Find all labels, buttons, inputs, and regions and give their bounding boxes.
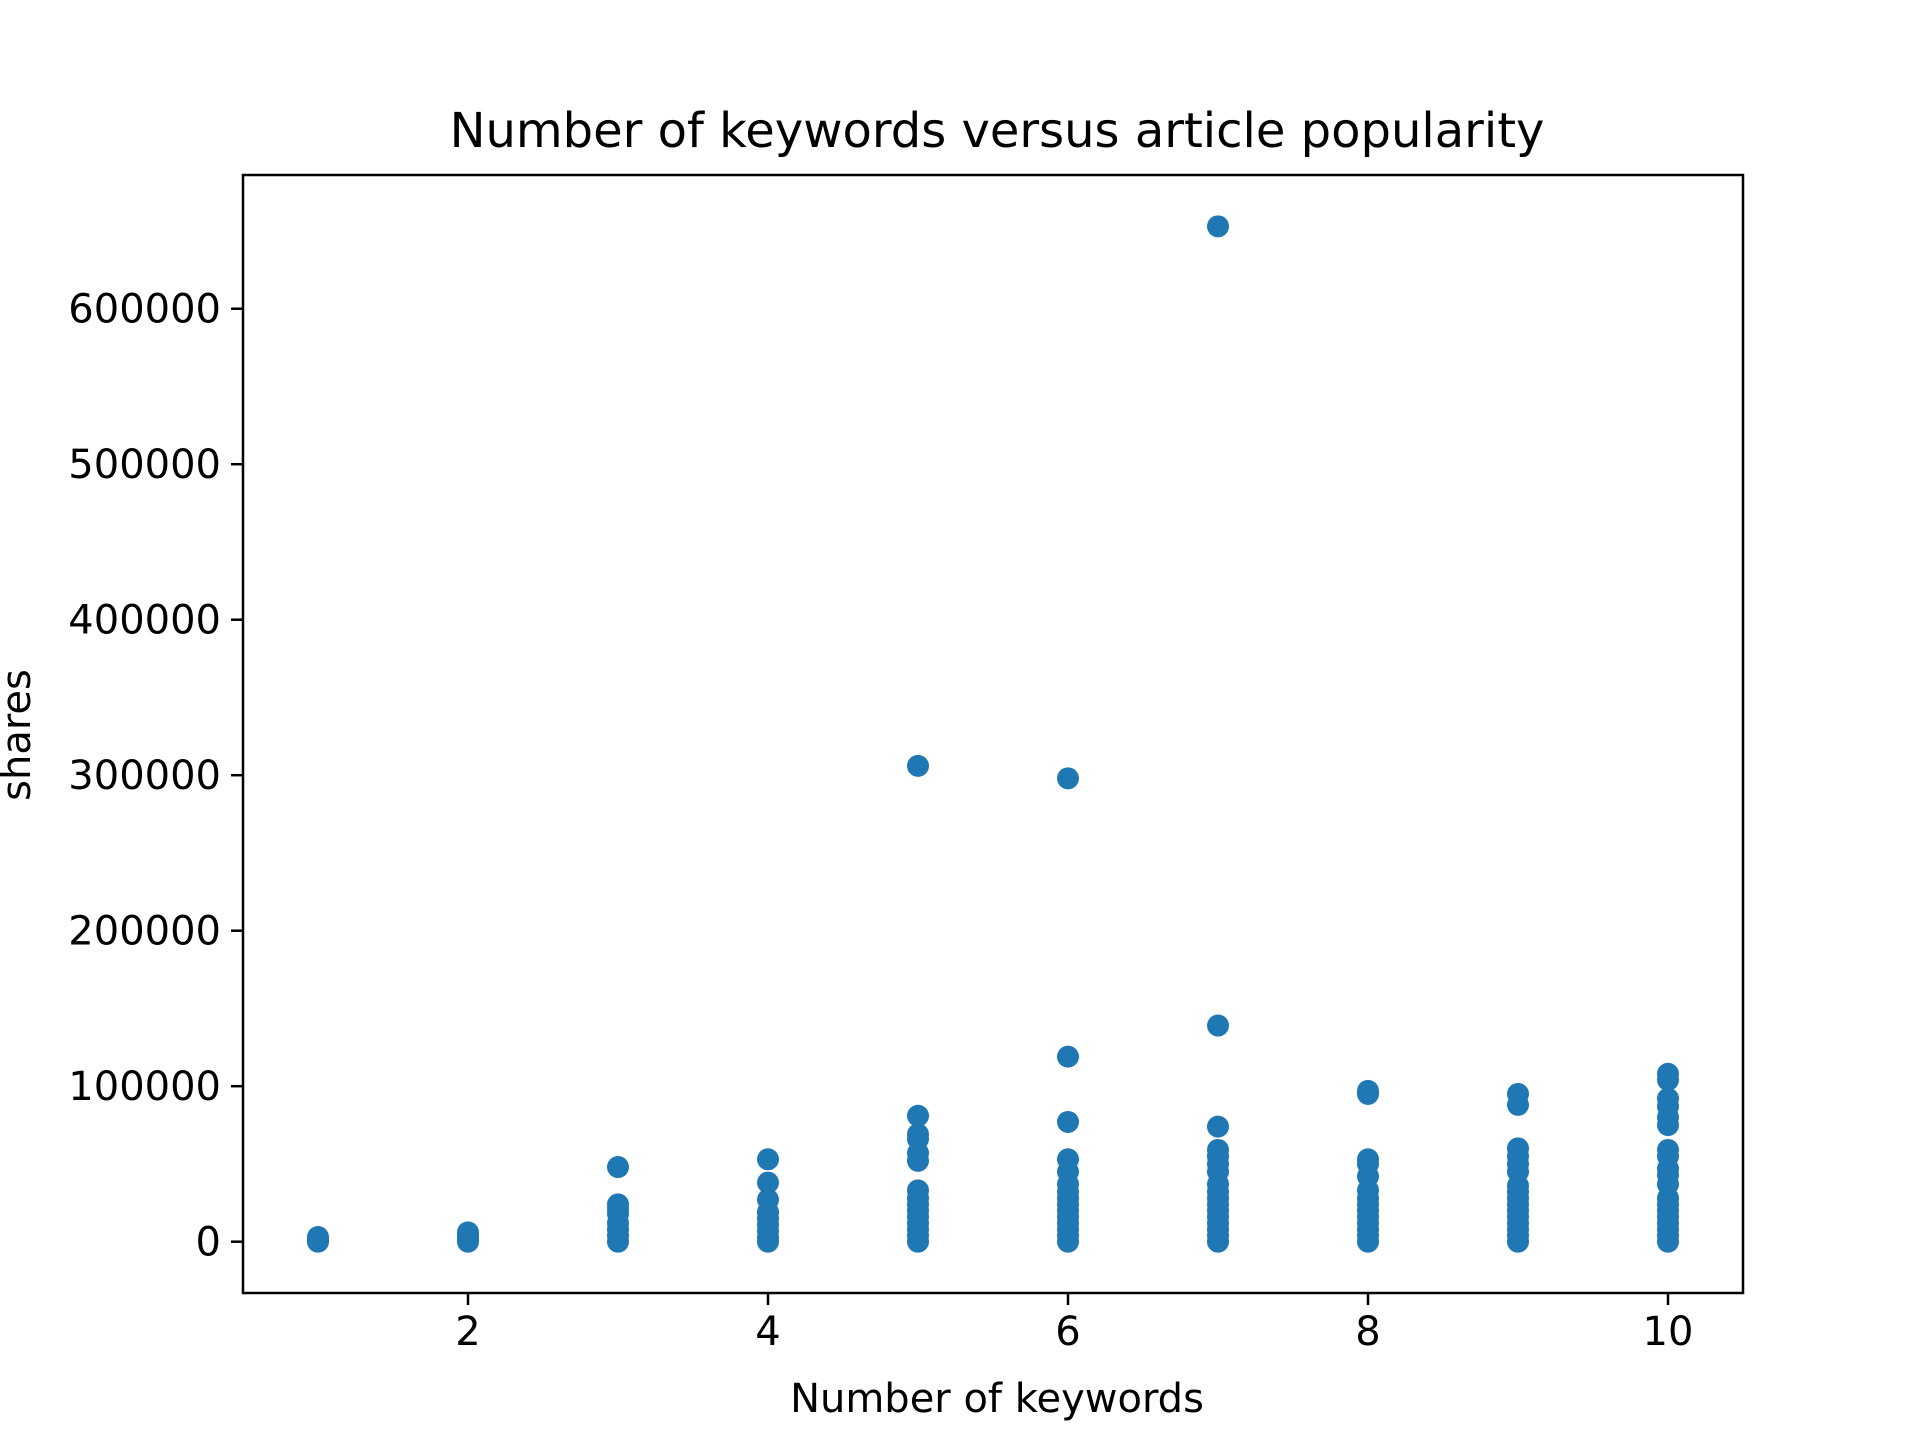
data-point	[607, 1193, 629, 1216]
plot-frame	[241, 173, 1745, 1295]
x-tick-label: 2	[455, 1309, 480, 1355]
x-tick-label: 10	[1643, 1309, 1694, 1355]
data-point	[1357, 1079, 1379, 1102]
data-point	[1207, 1115, 1229, 1138]
data-point	[1207, 215, 1229, 238]
y-axis-label: shares	[0, 669, 40, 801]
data-point	[1357, 1148, 1379, 1171]
data-point	[1657, 1138, 1679, 1161]
axes: 2 4 6 8 10 0 100000 200000 300000 400000 500000 600…	[68, 173, 1745, 1355]
data-point	[757, 1188, 779, 1211]
data-point	[1507, 1137, 1529, 1160]
x-axis-label: Number of keywords	[790, 1376, 1204, 1422]
y-tick-label: 300000	[68, 753, 221, 799]
data-point	[1057, 1110, 1079, 1133]
data-point	[1057, 1148, 1079, 1171]
y-tick-label: 600000	[68, 287, 221, 333]
chart-title: Number of keywords versus article popula…	[450, 103, 1545, 159]
data-point	[1057, 1045, 1079, 1068]
data-point	[1207, 1014, 1229, 1037]
data-point	[907, 1104, 929, 1127]
data-point	[1507, 1082, 1529, 1105]
data-points	[307, 215, 1679, 1253]
x-tick-label: 8	[1355, 1309, 1380, 1355]
y-tick-label: 0	[196, 1220, 221, 1266]
data-point	[1057, 767, 1079, 790]
data-point	[907, 1123, 929, 1146]
y-tick-label: 200000	[68, 909, 221, 955]
data-point	[907, 754, 929, 777]
x-tick-label: 4	[755, 1309, 780, 1355]
data-point	[607, 1156, 629, 1179]
data-point	[907, 1179, 929, 1202]
data-point	[757, 1171, 779, 1194]
data-point	[1657, 1062, 1679, 1085]
data-point	[457, 1221, 479, 1244]
y-tick-label: 500000	[68, 442, 221, 488]
x-tick-label: 6	[1055, 1309, 1080, 1355]
data-point	[1207, 1138, 1229, 1161]
data-point	[757, 1148, 779, 1171]
y-tick-label: 100000	[68, 1064, 221, 1110]
data-point	[1657, 1087, 1679, 1110]
data-point	[307, 1226, 329, 1249]
y-tick-label: 400000	[68, 598, 221, 644]
